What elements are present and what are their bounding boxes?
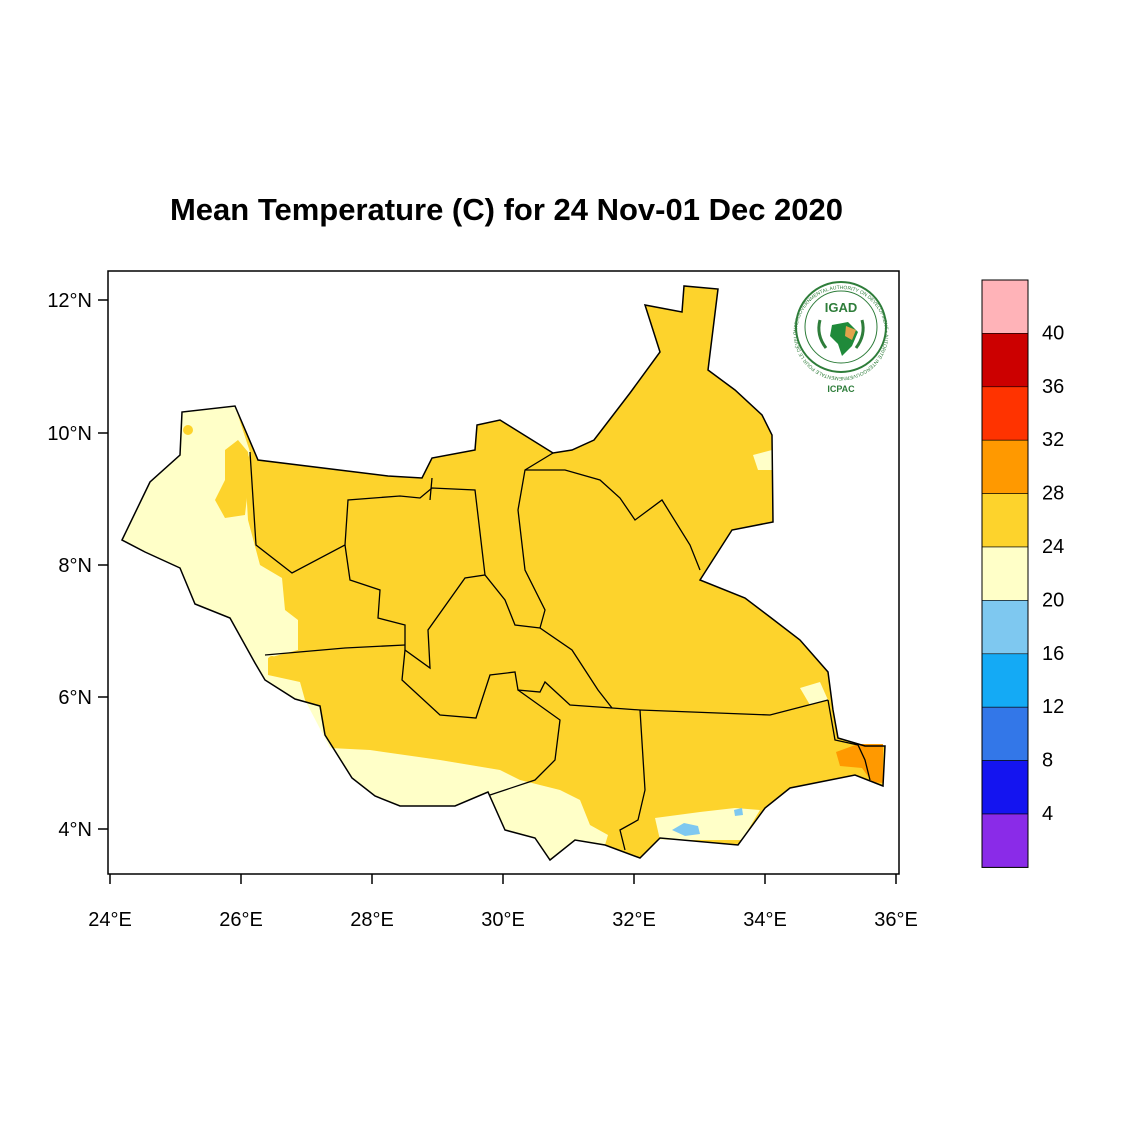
lon-tick-label: 24°E bbox=[88, 909, 132, 931]
lon-tick-label: 26°E bbox=[219, 909, 263, 931]
south-sudan-country-fill bbox=[122, 286, 885, 860]
y-axis-ticks bbox=[98, 299, 108, 830]
logo-laurel-icon bbox=[817, 319, 865, 349]
lat-tick-label: 4°N bbox=[58, 819, 92, 841]
legend-label: 20 bbox=[1042, 589, 1064, 611]
lon-tick-label: 36°E bbox=[874, 909, 918, 931]
lat-tick-label: 8°N bbox=[58, 555, 92, 577]
color-legend: 40 36 32 28 24 20 16 12 8 4 bbox=[981, 279, 1064, 868]
x-axis-ticks bbox=[109, 874, 897, 884]
legend-border bbox=[981, 279, 1029, 868]
band-24-28-spot bbox=[268, 656, 276, 664]
legend-swatch bbox=[981, 386, 1029, 441]
band-16-20-spot bbox=[672, 823, 700, 836]
legend-swatch bbox=[981, 760, 1029, 815]
lat-tick-label: 12°N bbox=[47, 290, 92, 312]
legend-label: 12 bbox=[1042, 696, 1064, 718]
legend-swatch bbox=[981, 493, 1029, 548]
band-20-24-east-edge bbox=[800, 682, 828, 705]
legend-swatch bbox=[981, 546, 1029, 601]
legend-label: 16 bbox=[1042, 643, 1064, 665]
legend-label: 8 bbox=[1042, 750, 1053, 772]
legend-swatch bbox=[981, 439, 1029, 494]
legend-label: 4 bbox=[1042, 803, 1053, 825]
legend-swatch bbox=[981, 653, 1029, 708]
lat-tick-label: 6°N bbox=[58, 687, 92, 709]
band-24-28-intrusion bbox=[215, 440, 250, 518]
legend-label: 28 bbox=[1042, 483, 1064, 505]
south-sudan-border bbox=[121, 285, 886, 862]
band-28-32-southeast bbox=[836, 744, 883, 783]
lon-tick-label: 32°E bbox=[612, 909, 656, 931]
band-20-24-northeast-edge bbox=[753, 450, 773, 470]
lat-tick-label: 10°N bbox=[47, 423, 92, 445]
legend-swatch bbox=[981, 600, 1029, 655]
lon-tick-label: 34°E bbox=[743, 909, 787, 931]
logo-icpac-text: ICPAC bbox=[827, 384, 855, 394]
legend-swatch bbox=[981, 813, 1029, 868]
legend-label: 32 bbox=[1042, 429, 1064, 451]
band-16-20-spot bbox=[734, 808, 743, 816]
map-title: Mean Temperature (C) for 24 Nov-01 Dec 2… bbox=[169, 192, 844, 227]
state-boundaries bbox=[249, 451, 871, 851]
logo-igad-text: IGAD bbox=[825, 300, 858, 315]
legend-swatch bbox=[981, 706, 1029, 761]
legend-label: 24 bbox=[1042, 536, 1064, 558]
legend-swatch bbox=[981, 333, 1029, 388]
band-24-28-spot bbox=[183, 425, 193, 435]
legend-label: 40 bbox=[1042, 322, 1064, 344]
lon-tick-label: 30°E bbox=[481, 909, 525, 931]
lon-tick-label: 28°E bbox=[350, 909, 394, 931]
band-20-24-west bbox=[122, 406, 608, 860]
legend-label: 36 bbox=[1042, 376, 1064, 398]
logo-region-icon bbox=[845, 326, 856, 340]
legend-swatch bbox=[981, 279, 1029, 334]
